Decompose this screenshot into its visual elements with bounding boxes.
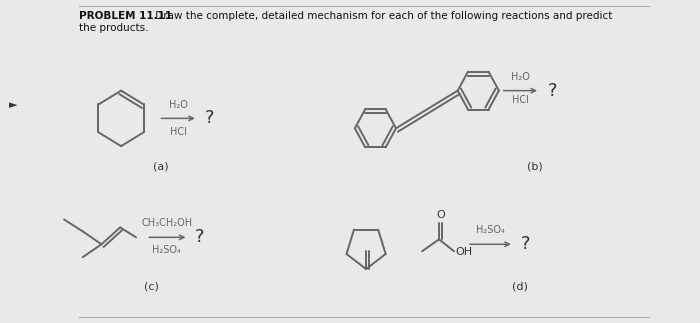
Text: H₂O: H₂O — [511, 72, 530, 82]
Text: H₂SO₄: H₂SO₄ — [153, 245, 181, 255]
Text: OH: OH — [456, 247, 473, 257]
Text: Draw the complete, detailed mechanism for each of the following reactions and pr: Draw the complete, detailed mechanism fo… — [152, 11, 612, 21]
Text: ?: ? — [547, 82, 557, 99]
Text: H₂SO₄: H₂SO₄ — [476, 225, 505, 235]
Text: O: O — [436, 211, 445, 221]
Text: CH₃CH₂OH: CH₃CH₂OH — [141, 218, 192, 228]
Text: (b): (b) — [526, 162, 542, 172]
Text: (d): (d) — [512, 282, 528, 292]
Text: ►: ► — [9, 100, 18, 110]
Text: (c): (c) — [144, 282, 158, 292]
Text: ?: ? — [205, 109, 215, 127]
Text: H₂O: H₂O — [169, 100, 188, 110]
Text: ?: ? — [520, 235, 530, 253]
Text: PROBLEM 11.11: PROBLEM 11.11 — [79, 11, 172, 21]
Text: (a): (a) — [153, 162, 168, 172]
Text: HCl: HCl — [512, 95, 528, 105]
Text: the products.: the products. — [79, 23, 148, 33]
Text: HCl: HCl — [169, 127, 187, 137]
Text: ?: ? — [195, 228, 204, 246]
